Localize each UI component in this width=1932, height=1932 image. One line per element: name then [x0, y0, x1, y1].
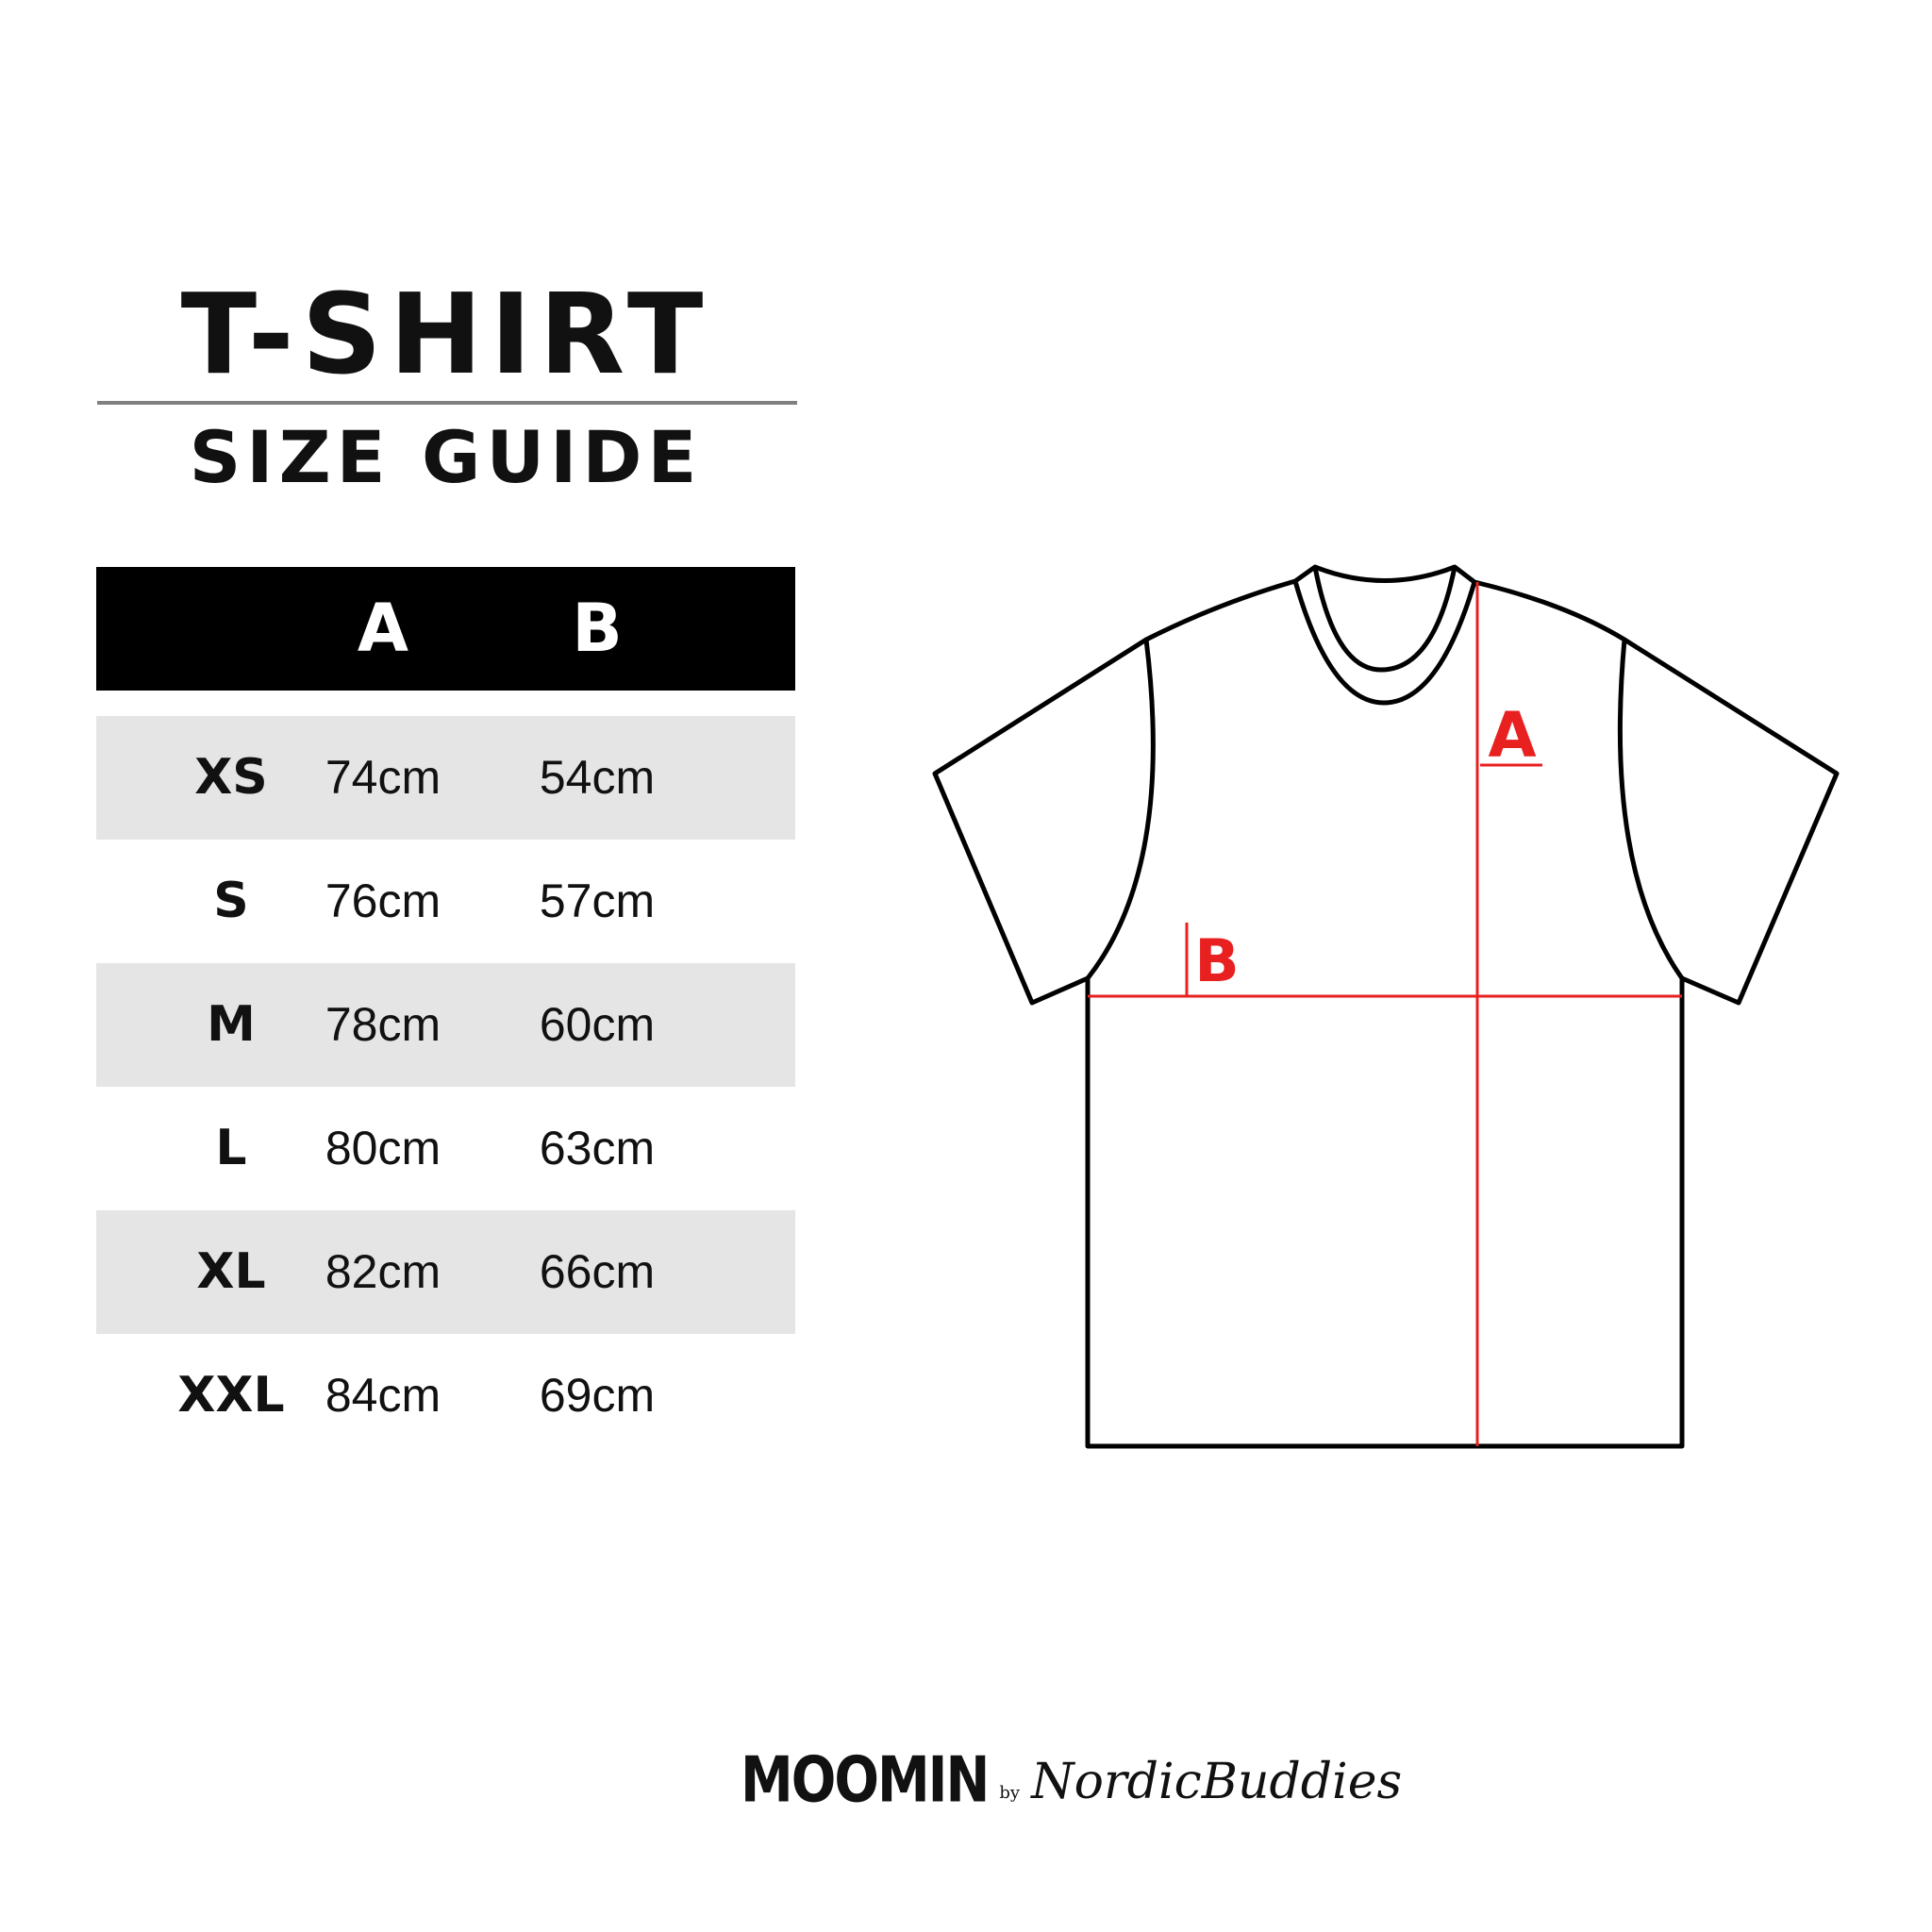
label-a: A	[1488, 699, 1536, 772]
column-header-a: A	[357, 590, 409, 667]
nordicbuddies-logo: NordicBuddies	[1031, 1754, 1403, 1810]
value-a-cell: 76cm	[325, 874, 441, 927]
value-a-cell: 84cm	[325, 1369, 441, 1422]
label-b: B	[1194, 926, 1239, 995]
table-row: XS 74cm 54cm	[96, 716, 795, 840]
size-cell: XXL	[177, 1367, 285, 1424]
value-a-cell: 82cm	[325, 1245, 441, 1298]
value-a-cell: 74cm	[325, 751, 441, 804]
moomin-logo: MOOMIN	[741, 1743, 990, 1818]
value-b-cell: 69cm	[539, 1369, 656, 1422]
size-cell: XS	[194, 749, 268, 806]
logo-by: by	[999, 1783, 1021, 1803]
collar-outer	[1292, 580, 1477, 706]
value-b-cell: 60cm	[539, 998, 656, 1051]
page-subtitle: SIZE GUIDE	[189, 415, 703, 499]
table-header: A B	[96, 567, 795, 691]
title-divider	[97, 401, 797, 405]
value-b-cell: 66cm	[539, 1245, 656, 1298]
table-row: S 76cm 57cm	[96, 840, 795, 963]
size-cell: M	[207, 996, 256, 1053]
left-sleeve-seam	[1086, 639, 1156, 980]
right-sleeve-seam	[1617, 639, 1685, 980]
size-cell: S	[213, 873, 249, 929]
collar-inner	[1312, 566, 1457, 673]
value-a-cell: 80cm	[325, 1122, 441, 1174]
size-cell: XL	[196, 1243, 266, 1300]
tshirt-outline	[932, 564, 1840, 1449]
table-row: M 78cm 60cm	[96, 963, 795, 1087]
table-row: L 80cm 63cm	[96, 1087, 795, 1210]
column-header-b: B	[572, 590, 623, 667]
table-row: XL 82cm 66cm	[96, 1210, 795, 1334]
value-a-cell: 78cm	[325, 998, 441, 1051]
page-title: T-SHIRT	[180, 269, 711, 399]
table-row: XXL 84cm 69cm	[96, 1334, 795, 1457]
value-b-cell: 63cm	[539, 1122, 656, 1174]
value-b-cell: 54cm	[539, 751, 656, 804]
brand-logo: MOOMIN by NordicBuddies	[741, 1744, 1403, 1818]
value-b-cell: 57cm	[539, 874, 656, 927]
size-cell: L	[215, 1120, 247, 1176]
